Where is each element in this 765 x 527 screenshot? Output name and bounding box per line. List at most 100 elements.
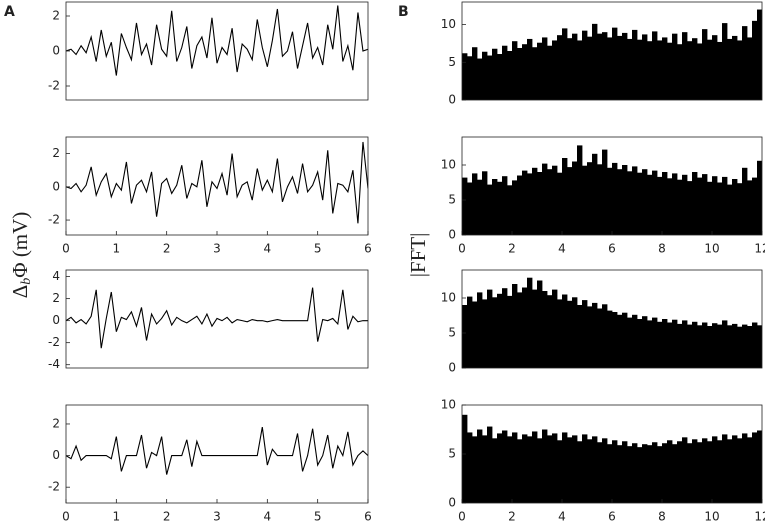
spectrum-bar [657,176,663,235]
spectrum-bar [512,432,518,503]
spectrum-bar [737,326,743,368]
spectrum-bar [657,321,663,368]
spectrum-bar [662,37,668,100]
spectrum-bar [747,180,753,235]
y-axis-label: |FFT| [406,233,430,278]
spectrum-bar [642,34,648,100]
spectrum-bar [622,32,628,100]
spectrum-bar [512,180,518,235]
spectrum-bar [472,47,478,100]
spectrum-bar [627,38,633,100]
spectrum-bar [732,435,738,503]
spectrum-bar [607,310,613,368]
spectrum-bar [472,173,478,235]
spectrum-bar [472,436,478,503]
spectrum-bar [742,433,748,503]
spectrum-bar [552,433,558,503]
spectrum-bar [552,40,558,100]
spectrum-bar [727,38,733,100]
signal-line [66,5,368,76]
spectrum-bar [537,172,543,235]
spectrum-bar [487,184,493,235]
spectrum-bar [567,38,573,100]
spectrum-bar [612,440,618,503]
spectrum-bar [517,292,523,368]
spectrum-bar [587,162,593,235]
y-tick-label: 10 [441,291,456,305]
spectrum-bar [542,37,548,100]
spectrum-bar [537,42,543,100]
axes-frame [461,1,763,101]
plot-area [462,414,762,503]
y-tick-label: -2 [48,335,60,349]
spectrum-bar [707,181,713,235]
spectrum-bar [717,324,723,368]
spectrum-bar [477,292,483,368]
spectrum-bar [752,322,758,368]
x-tick-label: 2 [508,242,516,256]
spectrum-bar [517,47,523,100]
spectrum-bar [632,443,638,503]
spectrum-bar [507,185,513,235]
spectrum-bar [517,439,523,503]
spectrum-bar [507,436,513,503]
spectrum-bar [682,174,688,235]
spectrum-bar [462,305,468,368]
x-tick-label: 1 [113,242,121,256]
spectrum-bar [757,9,762,100]
spectrum-bar [487,289,493,368]
spectrum-bar [462,414,468,503]
x-tick-label: 10 [704,242,719,256]
spectrum-bar [567,167,573,235]
spectrum-bar [692,172,698,235]
y-tick-label: 2 [52,291,60,305]
spectrum-bar [612,27,618,100]
spectrum-bar [697,325,703,368]
y-tick-label: 0 [448,228,456,242]
axes-frame [461,269,763,369]
spectrum-bar [737,438,743,503]
y-tick-label: 5 [448,447,456,461]
spectrum-bar [637,39,643,100]
x-tick-label: 2 [163,510,171,524]
spectrum-bar [687,443,693,503]
spectrum-bar [597,33,603,100]
spectrum-bar [717,440,723,503]
spectrum-bar [737,183,743,235]
spectrum-bar [667,42,673,100]
spectrum-bar [552,165,558,235]
x-tick-label: 3 [213,510,221,524]
spectrum-bar [477,429,483,503]
spectrum-bar [482,299,488,368]
spectrum-bar [507,295,513,368]
x-tick-label: 8 [658,510,666,524]
spectrum-bar [747,326,753,368]
y-tick-label: -2 [48,213,60,227]
spectrum-bar [482,51,488,100]
spectrum-bar [562,432,568,503]
spectrum-bar [492,48,498,100]
signal-line [66,427,368,475]
spectrum-bar [532,47,538,100]
plot-area [462,9,762,100]
spectrum-bar [582,30,588,100]
spectrum-bar [637,319,643,368]
spectrum-bar [752,20,758,100]
spectrum-bar [617,169,623,235]
spectrum-bar [712,176,718,235]
spectrum-bar [522,44,528,100]
spectrum-bar [702,438,708,503]
spectrum-bar [572,161,578,235]
spectrum-bar [652,170,658,235]
axes-frame [65,136,369,236]
y-label-symbol: Δ [8,285,32,299]
spectrum-bar [587,306,593,368]
spectrum-bar [722,176,728,235]
spectrum-bar [692,321,698,368]
x-tick-label: 6 [608,510,616,524]
signal-line [66,141,368,224]
spectrum-bar [627,317,633,368]
spectrum-bar [582,165,588,235]
spectrum-bar [712,436,718,503]
spectrum-bar [562,158,568,235]
